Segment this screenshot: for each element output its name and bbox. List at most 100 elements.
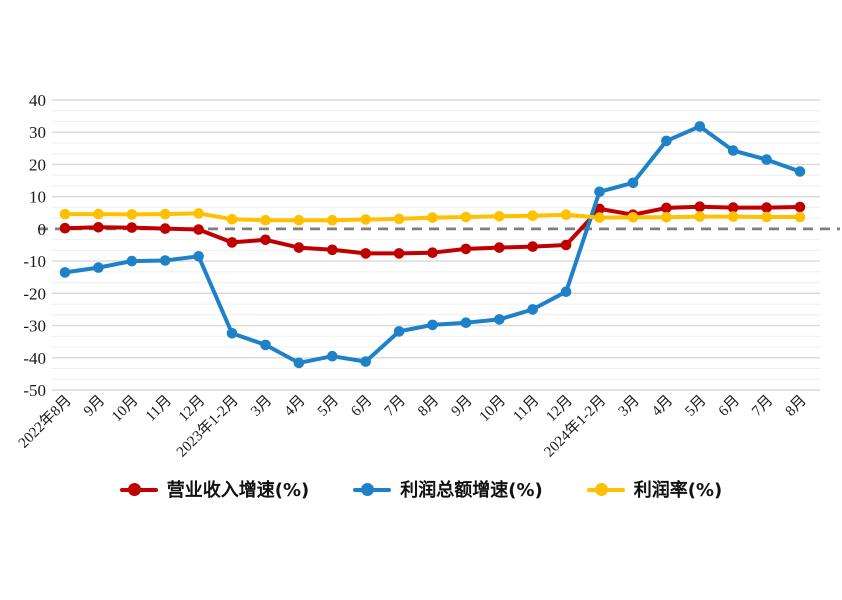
x-tick-label: 8月	[415, 393, 442, 420]
data-point	[661, 212, 672, 223]
x-tick-label: 9月	[81, 393, 108, 420]
data-point	[159, 223, 171, 234]
data-point	[260, 339, 271, 351]
x-tick-label: 2024年1-2月	[541, 392, 610, 461]
legend-dot-yellow	[594, 482, 608, 496]
data-point	[560, 239, 572, 251]
data-point	[427, 212, 438, 223]
data-point	[327, 244, 338, 256]
data-point	[327, 214, 338, 226]
data-point	[226, 237, 238, 248]
data-point	[59, 208, 71, 220]
data-point	[761, 211, 772, 223]
data-point	[727, 145, 739, 156]
y-tick-label: -20	[23, 284, 46, 303]
data-point	[594, 203, 605, 215]
x-tick-label: 6月	[716, 393, 743, 420]
data-point	[460, 243, 472, 255]
x-tick-label: 8月	[783, 393, 810, 420]
data-point	[93, 262, 104, 273]
data-point	[93, 208, 104, 220]
data-point	[594, 212, 605, 223]
data-point	[260, 234, 271, 246]
x-tick-label: 10月	[477, 393, 510, 426]
x-tick-label: 10月	[109, 393, 142, 426]
data-point	[794, 166, 806, 177]
data-point	[260, 214, 271, 226]
data-point	[694, 201, 706, 212]
data-point	[527, 241, 538, 252]
data-point	[226, 328, 238, 339]
y-tick-label: -50	[23, 381, 46, 400]
x-tick-label: 4月	[281, 393, 308, 420]
legend-label-profit-margin: 利润率(%)	[633, 480, 723, 501]
x-tick-label: 7月	[382, 393, 409, 420]
data-point	[560, 286, 572, 298]
data-point	[126, 222, 138, 233]
x-tick-label: 9月	[448, 393, 475, 420]
legend-label-revenue-growth: 营业收入增速(%)	[166, 480, 310, 501]
data-point	[159, 255, 171, 266]
legend-marker-revenue-growth-icon	[119, 482, 158, 496]
x-tick-label: 11月	[143, 393, 175, 425]
data-point	[794, 211, 806, 223]
data-point	[761, 154, 772, 165]
data-point	[226, 213, 238, 225]
legend-item-profit-margin: 利润率(%)	[586, 476, 723, 502]
legend-marker-profit-growth-icon	[353, 482, 392, 496]
y-tick-label: 10	[29, 188, 46, 207]
data-point	[360, 356, 372, 367]
data-point	[761, 202, 772, 213]
data-point	[159, 208, 171, 220]
y-tick-label: -30	[23, 317, 46, 336]
data-point	[594, 186, 605, 198]
data-point	[494, 314, 505, 325]
data-point	[460, 317, 472, 329]
legend-label-profit-growth: 利润总额增速(%)	[400, 480, 543, 501]
y-tick-label: 20	[29, 155, 46, 174]
data-point	[293, 214, 305, 226]
x-tick-label: 4月	[649, 393, 676, 420]
data-point	[427, 319, 438, 331]
data-point	[527, 210, 538, 221]
data-point	[661, 202, 672, 214]
x-tick-label: 5月	[315, 393, 342, 420]
data-point	[126, 255, 138, 267]
y-tick-label: -10	[23, 252, 46, 271]
x-tick-label: 6月	[348, 393, 375, 420]
y-tick-label: 0	[38, 220, 47, 239]
data-point	[661, 135, 672, 147]
y-tick-label: 40	[29, 91, 46, 110]
x-tick-label: 3月	[248, 393, 275, 420]
data-point	[393, 213, 405, 225]
data-point	[293, 242, 305, 253]
data-point	[794, 201, 806, 213]
data-point	[727, 211, 739, 222]
y-tick-label: -40	[23, 349, 46, 368]
data-point	[494, 211, 505, 222]
data-point	[694, 121, 706, 132]
y-tick-label: 30	[29, 123, 46, 142]
legend-marker-profit-margin-icon	[586, 482, 625, 496]
data-point	[360, 248, 372, 259]
x-tick-label: 2023年1-2月	[173, 392, 242, 461]
data-point	[193, 224, 204, 235]
data-point	[627, 212, 639, 223]
data-point	[627, 177, 639, 189]
data-point	[59, 267, 71, 278]
data-point	[460, 211, 472, 223]
data-point	[327, 350, 338, 362]
data-point	[393, 248, 405, 259]
data-point	[193, 250, 204, 262]
x-tick-label: 5月	[682, 393, 709, 420]
chart-legend: 营业收入增速(%) 利润总额增速(%) 利润率(%)	[0, 476, 842, 502]
data-point	[193, 208, 204, 219]
legend-item-revenue-growth: 营业收入增速(%)	[119, 476, 310, 502]
data-point	[293, 357, 305, 369]
x-tick-label: 11月	[510, 393, 542, 425]
legend-item-profit-growth: 利润总额增速(%)	[353, 476, 543, 502]
x-tick-label: 2022年8月	[15, 392, 75, 452]
data-point	[360, 214, 372, 225]
